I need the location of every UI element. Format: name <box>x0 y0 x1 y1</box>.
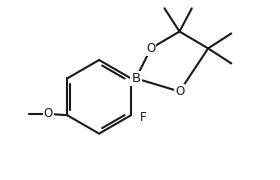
Text: F: F <box>140 111 146 124</box>
Text: O: O <box>175 85 184 98</box>
Text: B: B <box>131 72 141 85</box>
Text: O: O <box>146 42 155 55</box>
Text: O: O <box>43 107 53 120</box>
